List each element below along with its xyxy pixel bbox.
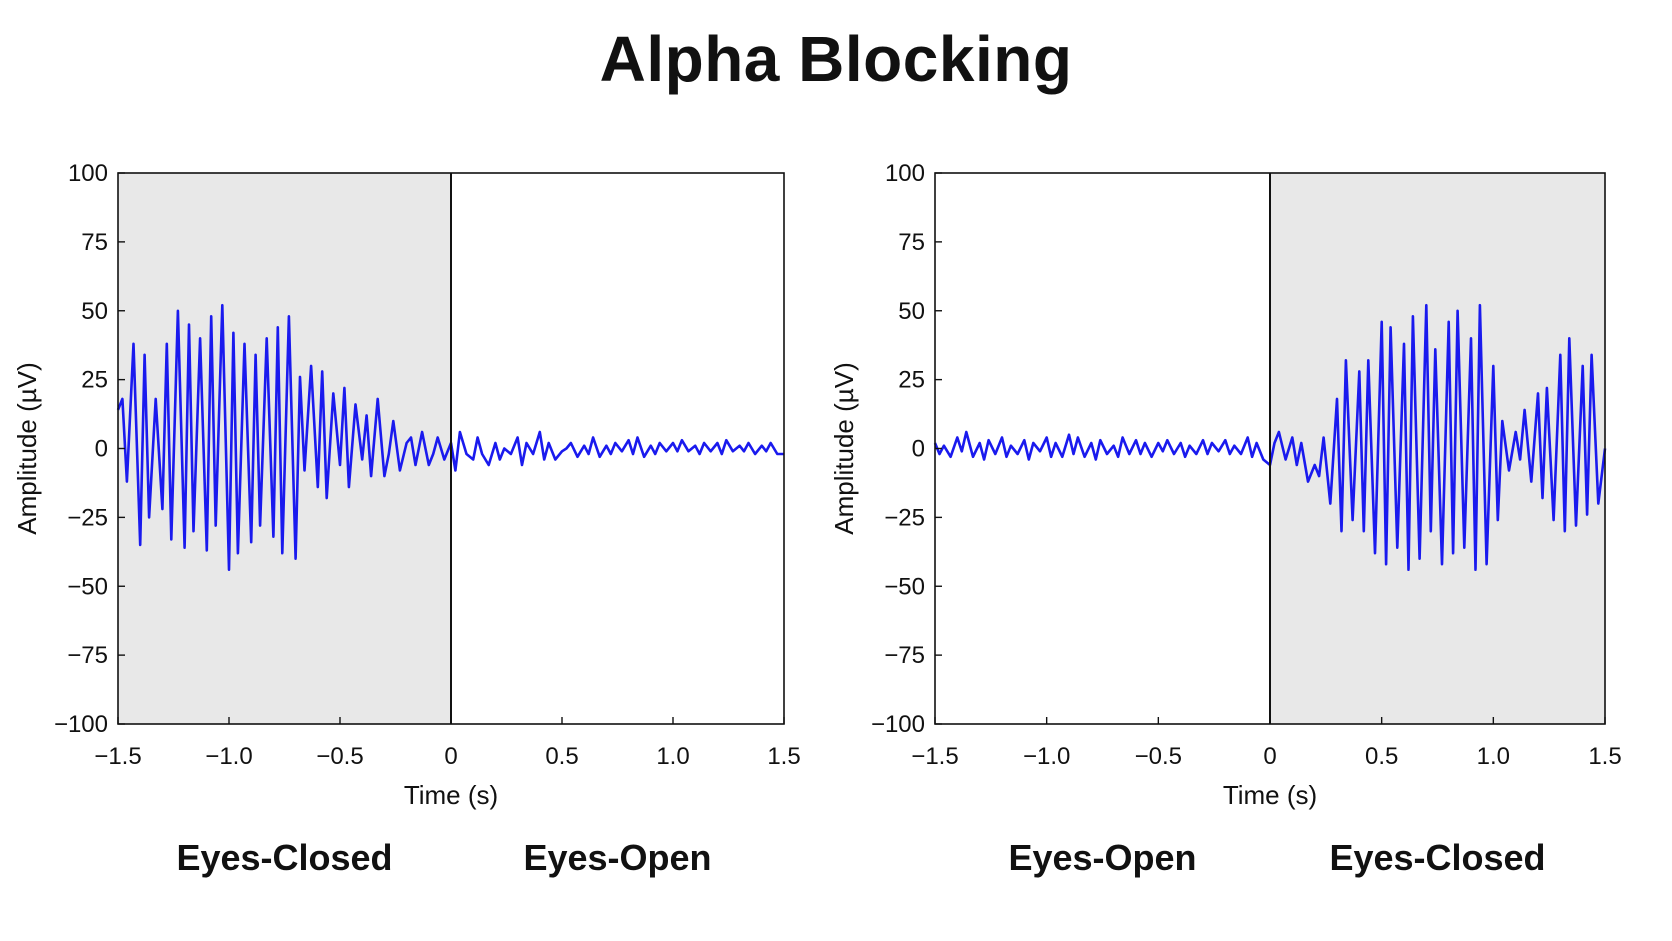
segment-label-1-2: Eyes-Open: [523, 837, 712, 878]
x-tick-label: −1.5: [94, 743, 141, 770]
y-tick-label: −75: [67, 642, 108, 669]
y-tick-label: 25: [898, 367, 925, 394]
x-tick-label: 0.5: [545, 743, 578, 770]
y-tick-label: 100: [68, 160, 108, 187]
x-tick-label: 1.5: [1588, 743, 1621, 770]
y-tick-label: 75: [898, 229, 925, 256]
chart-title: Alpha Blocking: [599, 23, 1073, 95]
chart-panel-1: 100 75 50 25 0 −25 −50 −75 −100 −1.5 −1.0 −0.5 0 0.5 1…: [12, 160, 801, 810]
x-tick-label: 0: [1263, 743, 1276, 770]
x-tick-label: 1.0: [1477, 743, 1510, 770]
y-tick-label: −75: [884, 642, 925, 669]
segment-label-2-2: Eyes-Closed: [1329, 837, 1546, 878]
segment-label-2-1: Eyes-Open: [1008, 837, 1197, 878]
y-axis-label: Amplitude (µV): [12, 362, 42, 534]
y-tick-label: −50: [67, 573, 108, 600]
y-tick-label: −100: [54, 711, 108, 738]
x-tick-label: −1.0: [205, 743, 252, 770]
y-tick-label: 25: [81, 367, 108, 394]
y-tick-label: 50: [898, 298, 925, 325]
x-tick-label: 1.0: [656, 743, 689, 770]
y-tick-label: −25: [884, 504, 925, 531]
x-axis-label: Time (s): [404, 780, 498, 810]
x-tick-label: 0.5: [1365, 743, 1398, 770]
x-tick-label: −0.5: [1135, 743, 1182, 770]
y-tick-label: −100: [871, 711, 925, 738]
y-tick-label: 0: [95, 436, 108, 463]
y-tick-label: 50: [81, 298, 108, 325]
x-tick-label: 0: [444, 743, 457, 770]
y-tick-label: −50: [884, 573, 925, 600]
x-tick-label: −0.5: [316, 743, 363, 770]
y-tick-label: 75: [81, 229, 108, 256]
x-axis-label: Time (s): [1223, 780, 1317, 810]
y-axis-label: Amplitude (µV): [829, 362, 859, 534]
y-tick-label: −25: [67, 504, 108, 531]
chart-panel-2: 100 75 50 25 0 −25 −50 −75 −100 −1.5 −1.0 −0.5 0 0.5 1…: [829, 160, 1622, 810]
segment-label-1-1: Eyes-Closed: [176, 837, 393, 878]
y-tick-label: 0: [912, 436, 925, 463]
x-tick-label: −1.5: [911, 743, 958, 770]
x-tick-label: 1.5: [767, 743, 800, 770]
x-tick-label: −1.0: [1023, 743, 1070, 770]
y-tick-label: 100: [885, 160, 925, 187]
